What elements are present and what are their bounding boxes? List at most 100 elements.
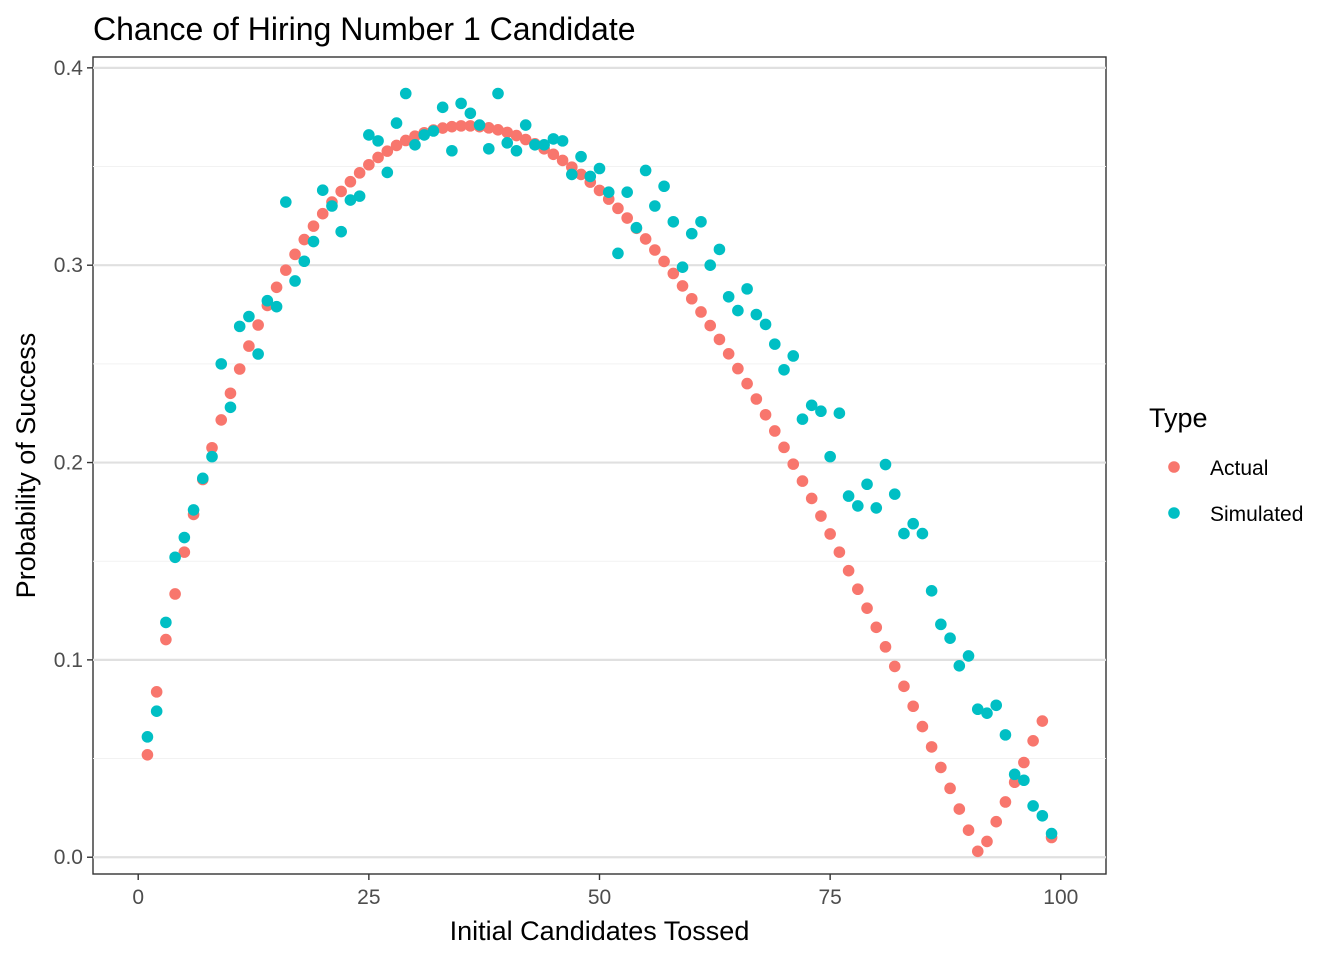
data-point-simulated	[861, 478, 873, 491]
data-point-simulated	[252, 348, 264, 360]
data-point-simulated	[1008, 768, 1021, 781]
x-axis-title: Initial Candidates Tossed	[450, 916, 750, 946]
data-point-simulated	[196, 472, 209, 485]
data-point-simulated	[602, 186, 615, 198]
data-point-simulated	[289, 275, 301, 287]
data-point-simulated	[685, 227, 698, 240]
data-point-simulated	[446, 144, 458, 157]
data-point-simulated	[667, 215, 680, 228]
data-point-simulated	[556, 135, 569, 147]
data-point-actual	[160, 633, 172, 646]
data-point-actual	[243, 340, 255, 352]
data-point-actual	[768, 425, 781, 437]
data-point-actual	[178, 546, 191, 558]
data-point-actual	[935, 761, 947, 774]
x-tick-label: 100	[1043, 886, 1078, 909]
data-point-simulated	[307, 235, 320, 248]
data-point-actual	[575, 168, 587, 181]
data-point-simulated	[298, 255, 311, 268]
data-point-actual	[981, 835, 993, 848]
data-point-actual	[990, 815, 1003, 828]
data-point-simulated	[805, 399, 818, 412]
data-point-simulated	[833, 407, 846, 420]
data-point-actual	[713, 333, 726, 346]
data-point-actual	[676, 280, 689, 292]
data-point-actual	[888, 660, 901, 673]
data-point-simulated	[778, 363, 790, 376]
data-point-actual	[907, 700, 919, 713]
legend-title: Type	[1149, 403, 1208, 433]
data-point-actual	[1018, 756, 1030, 769]
data-point-actual	[741, 377, 753, 390]
data-point-simulated	[944, 632, 956, 644]
data-point-simulated	[436, 101, 449, 114]
data-point-actual	[298, 233, 311, 246]
data-point-simulated	[464, 107, 477, 120]
y-axis-ticks: 0.0 0.1 0.2 0.3 0.4	[54, 57, 93, 869]
data-point-simulated	[676, 261, 689, 273]
data-point-actual	[399, 134, 412, 147]
data-point-simulated	[353, 190, 366, 202]
data-point-simulated	[815, 405, 827, 418]
data-point-simulated	[999, 729, 1012, 741]
data-point-simulated	[215, 358, 228, 370]
data-point-actual	[363, 158, 375, 171]
data-point-actual	[639, 233, 652, 245]
data-point-simulated	[270, 300, 283, 313]
data-point-simulated	[852, 500, 864, 512]
y-tick-label: 0.3	[54, 254, 83, 277]
data-point-actual	[925, 741, 938, 753]
data-point-actual	[999, 796, 1012, 808]
data-point-simulated	[722, 290, 735, 303]
data-point-actual	[750, 393, 763, 405]
data-point-actual	[695, 306, 707, 318]
data-point-actual	[547, 148, 560, 161]
data-point-simulated	[538, 139, 550, 151]
y-tick-label: 0.1	[54, 649, 83, 672]
data-point-actual	[280, 264, 292, 276]
x-tick-label: 25	[357, 886, 380, 909]
data-point-simulated	[658, 180, 670, 193]
data-point-actual	[1036, 715, 1049, 727]
data-point-actual	[704, 319, 717, 332]
data-point-simulated	[935, 618, 947, 631]
data-point-actual	[289, 248, 301, 261]
legend-label-actual: Actual	[1210, 457, 1268, 480]
data-point-simulated	[160, 616, 172, 629]
data-point-simulated	[953, 660, 966, 672]
plot-panel	[92, 56, 1107, 875]
data-point-actual	[353, 167, 366, 179]
chart-title: Chance of Hiring Number 1 Candidate	[93, 11, 636, 47]
data-point-simulated	[566, 168, 578, 181]
legend-key-simulated	[1168, 507, 1180, 519]
data-point-actual	[224, 387, 237, 400]
data-point-actual	[759, 408, 772, 421]
data-point-actual	[879, 641, 892, 653]
data-point-simulated	[326, 200, 338, 212]
data-point-actual	[944, 782, 956, 795]
data-point-simulated	[150, 705, 163, 717]
data-point-simulated	[925, 585, 938, 597]
data-point-actual	[1027, 734, 1039, 747]
data-point-simulated	[584, 170, 597, 183]
data-point-simulated	[630, 221, 643, 234]
data-point-simulated	[907, 517, 919, 530]
legend: Type Actual Simulated	[1149, 403, 1303, 526]
data-point-simulated	[750, 308, 763, 321]
y-tick-label: 0.2	[54, 452, 83, 475]
data-point-simulated	[206, 450, 218, 463]
data-point-actual	[685, 292, 698, 305]
data-point-simulated	[169, 551, 181, 564]
data-point-simulated	[501, 137, 514, 149]
data-point-simulated	[473, 119, 486, 131]
data-point-simulated	[187, 504, 200, 516]
data-point-simulated	[482, 142, 495, 155]
data-point-simulated	[399, 87, 412, 100]
data-point-simulated	[344, 194, 357, 206]
data-point-simulated	[141, 731, 154, 743]
data-point-actual	[307, 220, 320, 232]
data-point-actual	[381, 145, 394, 157]
data-point-simulated	[233, 320, 246, 333]
x-axis-ticks: 0 25 50 75 100	[132, 874, 1078, 909]
